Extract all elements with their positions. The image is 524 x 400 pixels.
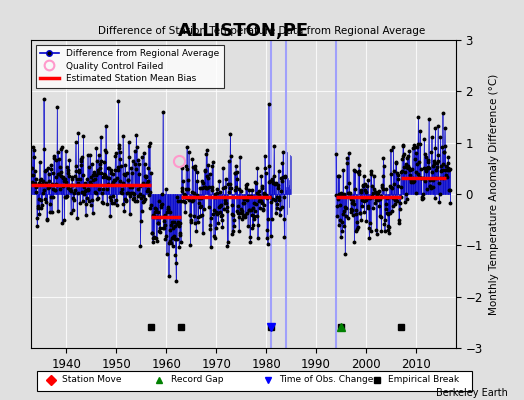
Text: Record Gap: Record Gap <box>171 375 223 384</box>
Text: Empirical Break: Empirical Break <box>388 375 459 384</box>
Text: Berkeley Earth: Berkeley Earth <box>436 388 508 398</box>
Title: ALLISTON,PE: ALLISTON,PE <box>178 22 309 40</box>
Text: Station Move: Station Move <box>62 375 122 384</box>
FancyBboxPatch shape <box>37 371 472 391</box>
Text: Difference of Station Temperature Data from Regional Average: Difference of Station Temperature Data f… <box>99 26 425 36</box>
Y-axis label: Monthly Temperature Anomaly Difference (°C): Monthly Temperature Anomaly Difference (… <box>488 73 498 315</box>
Legend: Difference from Regional Average, Quality Control Failed, Estimated Station Mean: Difference from Regional Average, Qualit… <box>36 44 224 88</box>
Text: Time of Obs. Change: Time of Obs. Change <box>279 375 374 384</box>
